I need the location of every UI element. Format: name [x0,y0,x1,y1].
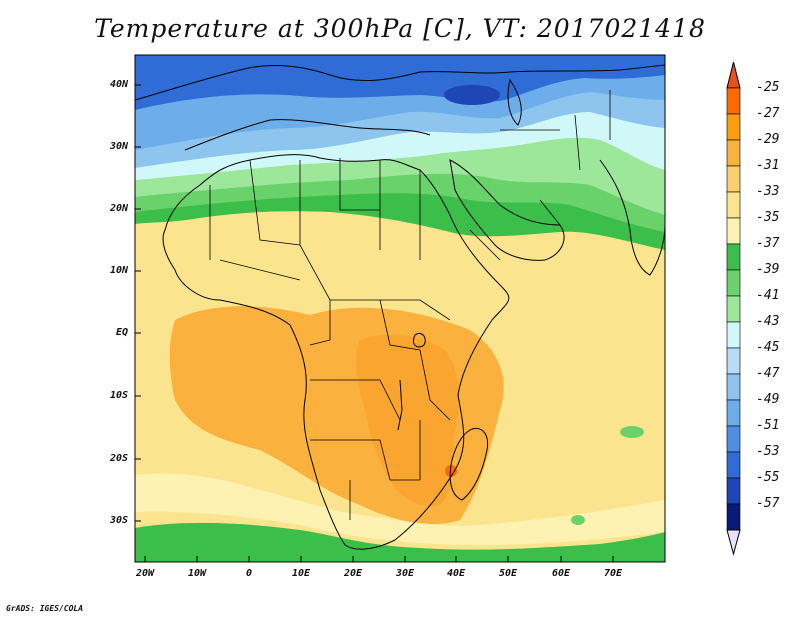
lakes [397,332,426,431]
colorbar [726,61,741,556]
colorbar-label: -55 [756,470,780,485]
colorbar-label: -45 [756,340,780,355]
field-band-27 [356,334,459,507]
lon-label: 10E [291,568,311,579]
shaded-field [135,55,665,562]
caspian-coast [507,78,522,126]
colorbar-swatch [726,113,741,141]
field-band-51 [135,55,665,110]
lat-label: 20N [109,203,128,214]
colorbar-swatch [726,269,741,297]
axis-ticks [135,84,614,562]
colorbar-swatch [726,139,741,167]
colorbar-swatch [726,243,741,271]
lon-label: 70E [603,568,623,579]
field-band-south-33 [135,473,665,545]
europe-coastline [135,64,665,101]
colorbar-swatch [726,347,741,375]
coastlines [135,64,665,550]
colorbar-label: -51 [756,418,780,433]
colorbar-swatch [726,477,741,505]
colorbar-label: -49 [756,392,780,407]
colorbar-label: -25 [756,80,780,95]
colorbar-swatch [726,321,741,349]
colorbar-bottom-arrow [726,529,741,556]
colorbar-label: -27 [756,106,780,121]
africa-coastline [162,154,510,550]
lat-label: 10S [109,390,128,401]
colorbar-swatch [726,191,741,219]
colorbar-swatch [726,425,741,453]
colorbar-label: -35 [756,210,780,225]
colorbar-label: -53 [756,444,780,459]
field-cell [620,426,644,438]
colorbar-label: -43 [756,314,780,329]
colorbar-top-arrow [726,61,741,89]
lon-label: 30E [395,568,415,579]
field-core-25 [445,465,457,477]
lat-label: 30N [109,141,128,152]
lon-label: 20W [135,568,155,579]
colorbar-label: -31 [756,158,780,173]
grads-credit: GrADS: IGES/COLA [6,604,84,613]
plot-frame [134,54,666,563]
lon-label: 60E [551,568,571,579]
chart-title: Temperature at 300hPa [C], VT: 201702141… [94,14,706,43]
colorbar-label: -47 [756,366,780,381]
lat-label: 30S [109,515,128,526]
lon-label: 50E [498,568,518,579]
lat-label: 10N [109,265,128,276]
india-coastline [599,159,665,276]
lon-label: 20E [343,568,363,579]
lat-label: 40N [109,79,128,90]
colorbar-swatch [726,399,741,427]
lon-label: 0 [245,568,253,579]
colorbar-label: -41 [756,288,780,303]
colorbar-swatch [726,503,741,531]
border-lines [209,90,611,520]
lat-label: EQ [115,327,128,338]
field-band-south-37 [135,522,665,562]
mediterranean-south [184,119,431,151]
lat-label: 20S [109,453,128,464]
madagascar-coastline [449,427,489,501]
colorbar-label: -37 [756,236,780,251]
colorbar-label: -33 [756,184,780,199]
colorbar-swatch [726,373,741,401]
colorbar-swatch [726,451,741,479]
field-core-55 [444,85,500,105]
colorbar-swatch [726,295,741,323]
colorbar-label: -57 [756,496,780,511]
colorbar-label: -29 [756,132,780,147]
colorbar-swatch [726,217,741,245]
lon-label: 40E [446,568,466,579]
lon-label: 10W [187,568,207,579]
arabia-coastline [449,159,565,261]
colorbar-swatch [726,165,741,193]
field-cell [571,515,585,525]
colorbar-label: -39 [756,262,780,277]
colorbar-swatch [726,87,741,115]
